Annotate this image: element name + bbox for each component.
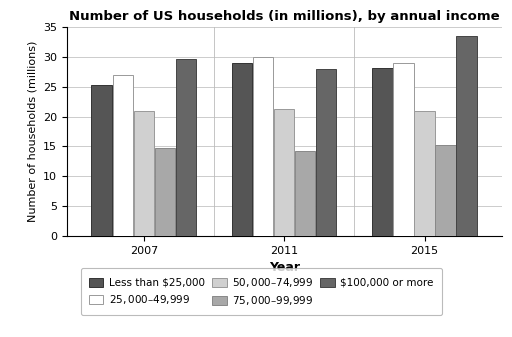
Bar (457, 36, 477, 236)
Bar (372, 68, 393, 236)
Bar (232, 63, 252, 236)
Bar (316, 69, 336, 236)
Bar (414, 111, 435, 236)
Bar (435, 145, 456, 236)
Title: Number of US households (in millions), by annual income: Number of US households (in millions), b… (69, 10, 500, 23)
Y-axis label: Number of households (millions): Number of households (millions) (27, 41, 37, 222)
Bar (274, 109, 294, 236)
Bar (155, 148, 175, 236)
Bar (134, 111, 154, 236)
Bar (393, 63, 414, 236)
Bar (295, 151, 315, 236)
Bar (253, 57, 273, 236)
Bar (176, 59, 196, 236)
Legend: Less than $25,000, $25,000–$49,999, $50,000–$74,999, $75,000–$99,999, $100,000 o: Less than $25,000, $25,000–$49,999, $50,… (80, 268, 442, 315)
Bar (113, 75, 133, 236)
Bar (92, 85, 112, 236)
X-axis label: Year: Year (269, 261, 300, 274)
